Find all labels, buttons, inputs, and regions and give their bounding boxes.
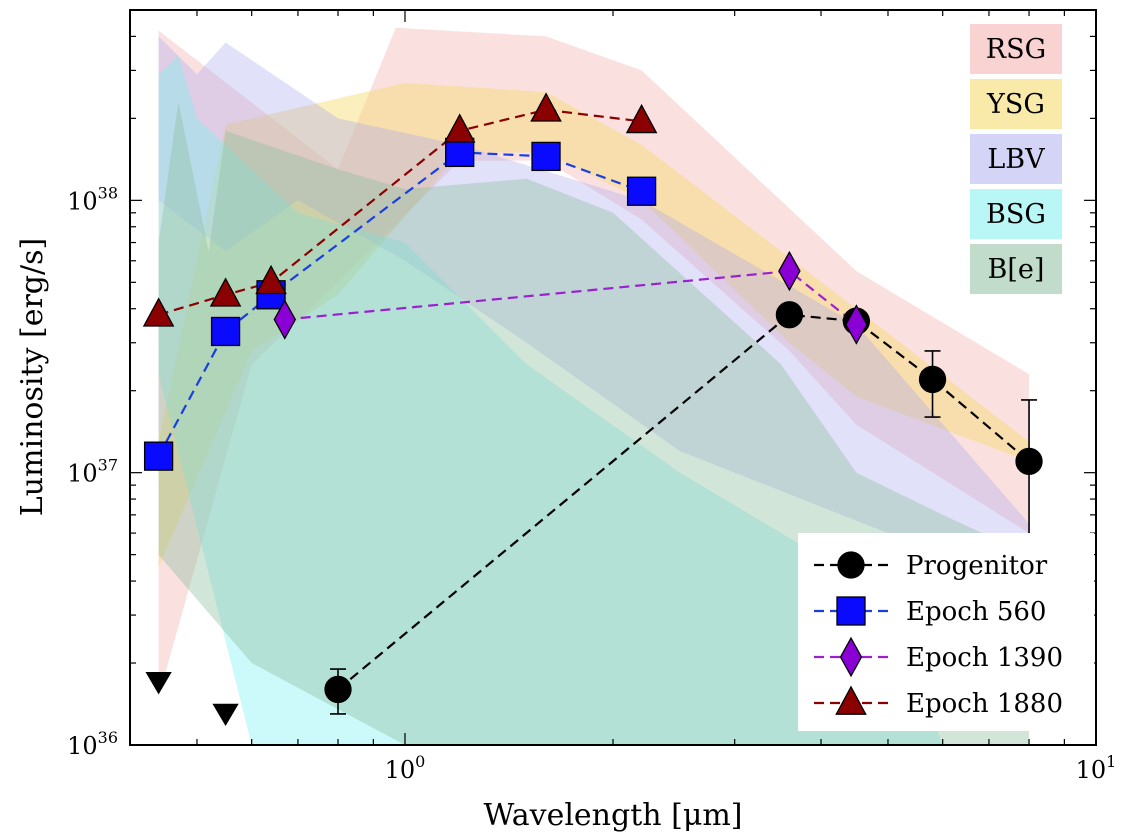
series-legend: Progenitor Epoch 560 Epoch 1390 Epoch 1880: [798, 533, 1094, 731]
band-legend-swatch: [970, 244, 1062, 294]
point-epoch-1390: [845, 304, 868, 345]
band-lbv: [158, 36, 1030, 555]
band-ysg: [158, 82, 1030, 568]
axis-ticks: [129, 9, 1097, 746]
legend-marker: [835, 685, 867, 715]
legend-label: Epoch 1880: [906, 689, 1063, 719]
band-rsg: [158, 27, 1030, 698]
upper-limit-progenitor: [145, 671, 172, 695]
point-epoch-1880: [209, 277, 242, 307]
point-progenitor: [324, 675, 352, 704]
line-progenitor: [337, 313, 1030, 691]
x-tick-label: 101: [1076, 752, 1117, 784]
point-epoch-1880: [142, 297, 175, 327]
point-epoch-560: [210, 316, 241, 347]
line-epoch-560: [157, 151, 642, 457]
band-legend-swatch: [970, 134, 1062, 184]
y-axis-label: Luminosity [erg/s]: [15, 238, 50, 516]
band-legend-swatch: [970, 79, 1062, 129]
point-epoch-1880: [530, 92, 562, 122]
legend-marker: [839, 636, 863, 678]
band-legend-label: RSG: [986, 34, 1046, 65]
x-tick-label: 100: [385, 752, 426, 784]
point-epoch-1880: [443, 113, 476, 143]
y-tick-label: 1037: [67, 456, 118, 488]
band-legend-label: LBV: [987, 144, 1045, 175]
band-legend-label: B[e]: [988, 254, 1045, 285]
y-tick-label: 1038: [67, 183, 118, 215]
legend-marker: [837, 551, 865, 579]
line-epoch-1390: [284, 269, 858, 326]
axis-tick-labels: 100 101 1036 1037 1038: [67, 183, 1116, 784]
legend-label: Epoch 1390: [906, 643, 1063, 673]
point-epoch-1390: [778, 250, 801, 292]
upper-limit-progenitor: [212, 703, 239, 727]
band-legend-swatch: [970, 189, 1062, 239]
band-bsg: [158, 55, 943, 745]
legend-label: Progenitor: [906, 551, 1048, 581]
point-epoch-560: [626, 176, 657, 206]
point-progenitor: [775, 301, 804, 329]
point-progenitor: [1015, 447, 1043, 476]
point-epoch-560: [531, 141, 561, 172]
band-legend-label: BSG: [986, 199, 1046, 230]
band-legend: RSG YSG LBV BSG B[e]: [970, 24, 1062, 294]
point-epoch-1880: [625, 103, 658, 134]
legend-label: Epoch 560: [906, 597, 1046, 627]
series-lines: [157, 108, 1030, 691]
point-progenitor: [918, 365, 947, 394]
y-tick-label: 1036: [67, 728, 118, 760]
band-legend-swatch: [970, 24, 1062, 74]
series-markers: [142, 92, 1043, 727]
legend-marker: [836, 596, 866, 626]
band-legend-label: YSG: [986, 89, 1045, 120]
point-epoch-1880: [255, 264, 287, 295]
point-epoch-560: [143, 441, 174, 471]
point-epoch-1390: [273, 299, 297, 340]
x-axis-label: Wavelength [μm]: [484, 798, 743, 833]
